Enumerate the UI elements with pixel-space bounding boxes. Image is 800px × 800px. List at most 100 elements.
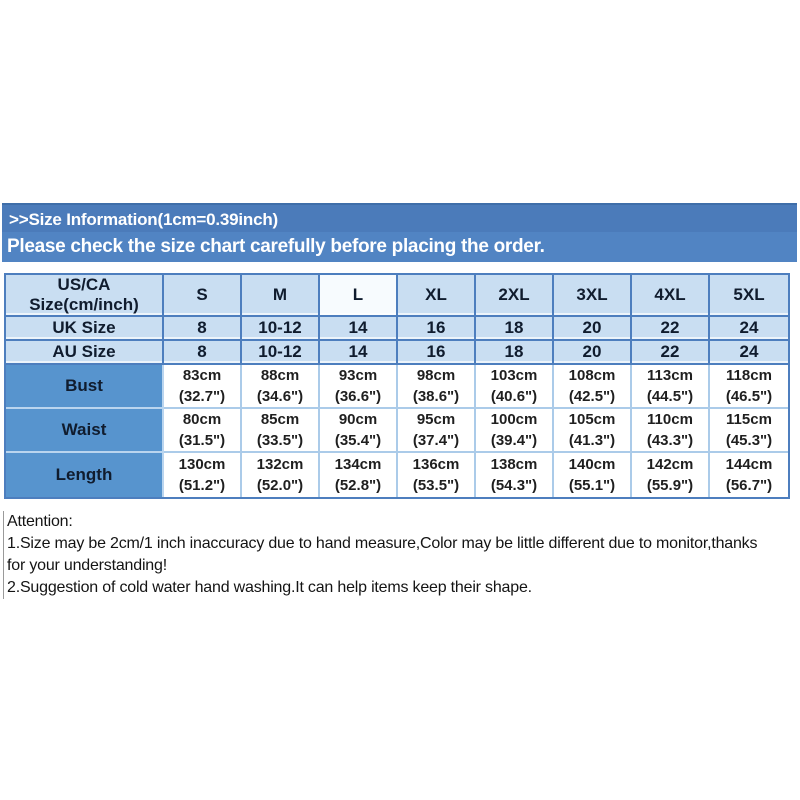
measurement-value-cell: 132cm (52.0")	[242, 453, 320, 497]
measurement-inch-value: (38.6")	[412, 388, 460, 405]
measurement-cm-value: 113cm	[647, 367, 693, 384]
measurement-inch-value: (52.8")	[334, 477, 382, 494]
measurement-inch-value: (44.5")	[646, 388, 694, 405]
measurement-value-cell: 110cm (43.3")	[632, 409, 710, 453]
measurement-cm-value: 110cm	[647, 411, 693, 428]
banner-subtitle: Please check the size chart carefully be…	[2, 232, 797, 262]
measurement-cm-value: 85cm	[260, 411, 300, 428]
size-header-cell-xl: XL	[398, 275, 476, 317]
measurement-value-cell: 130cm (51.2")	[164, 453, 242, 497]
attention-note-2: 2.Suggestion of cold water hand washing.…	[7, 579, 532, 596]
measurement-value-cell: 90cm (35.4")	[320, 409, 398, 453]
measurement-row-waist: Waist 80cm (31.5") 85cm (33.5") 90cm (35.4") 95…	[6, 409, 788, 453]
measurement-cm-value: 142cm	[646, 456, 694, 473]
banner-title: >>Size Information(1cm=0.39inch)	[2, 203, 797, 232]
measurement-value-cell: 136cm (53.5")	[398, 453, 476, 497]
attention-note-1-cont: for your understanding!	[7, 557, 167, 574]
measurement-inch-value: (46.5")	[725, 388, 773, 405]
measurement-value-cell: 134cm (52.8")	[320, 453, 398, 497]
size-value-cell: 16	[398, 341, 476, 365]
size-value-cell: 16	[398, 317, 476, 341]
size-header-cell-2xl: 2XL	[476, 275, 554, 317]
measurement-cm-value: 88cm	[260, 367, 300, 384]
measurement-label-cell: Bust	[6, 365, 164, 409]
measurement-cm-value: 136cm	[412, 456, 460, 473]
measurement-value-cell: 118cm (46.5")	[710, 365, 788, 409]
measurement-cm-value: 138cm	[490, 456, 538, 473]
measurement-value-cell: 108cm (42.5")	[554, 365, 632, 409]
measurement-value-cell: 100cm (39.4")	[476, 409, 554, 453]
measurement-value-cell: 93cm (36.6")	[320, 365, 398, 409]
size-value-cell: 24	[710, 341, 788, 365]
measurement-inch-value: (34.6")	[256, 388, 304, 405]
corner-header-line1: US/CA	[57, 275, 111, 294]
measurement-inch-value: (33.5")	[256, 432, 304, 449]
size-header-cell-4xl: 4XL	[632, 275, 710, 317]
size-table: US/CA Size(cm/inch) S M L XL 2XL 3XL 4XL 5XL UK Si…	[4, 273, 790, 499]
measurement-inch-value: (42.5")	[568, 388, 616, 405]
corner-header-cell: US/CA Size(cm/inch)	[6, 275, 164, 317]
measurement-inch-value: (43.3")	[646, 432, 694, 449]
measurement-cm-value: 90cm	[338, 411, 378, 428]
corner-header-line2: Size(cm/inch)	[29, 295, 139, 314]
size-value-cell: 22	[632, 341, 710, 365]
measurement-inch-value: (52.0")	[256, 477, 304, 494]
measurement-value-cell: 115cm (45.3")	[710, 409, 788, 453]
measurement-inch-value: (37.4")	[412, 432, 460, 449]
measurement-value-cell: 142cm (55.9")	[632, 453, 710, 497]
size-value-cell: 8	[164, 317, 242, 341]
measurement-value-cell: 95cm (37.4")	[398, 409, 476, 453]
measurement-cm-value: 108cm	[568, 367, 616, 384]
measurement-cm-value: 144cm	[725, 456, 773, 473]
measurement-value-cell: 88cm (34.6")	[242, 365, 320, 409]
measurement-cm-value: 140cm	[568, 456, 616, 473]
measurement-cm-value: 95cm	[416, 411, 456, 428]
size-header-cell-s: S	[164, 275, 242, 317]
measurement-label-cell: Length	[6, 453, 164, 497]
measurement-inch-value: (53.5")	[412, 477, 460, 494]
measurement-value-cell: 83cm (32.7")	[164, 365, 242, 409]
measurement-cm-value: 98cm	[416, 367, 456, 384]
size-value-cell: 10-12	[242, 341, 320, 365]
size-header-cell-m: M	[242, 275, 320, 317]
size-header-cell-l: L	[320, 275, 398, 317]
size-value-cell: 24	[710, 317, 788, 341]
size-value-cell: 18	[476, 317, 554, 341]
size-table-header-row: US/CA Size(cm/inch) S M L XL 2XL 3XL 4XL 5XL	[6, 275, 788, 317]
measurement-row-length: Length 130cm (51.2") 132cm (52.0") 134cm (52.8…	[6, 453, 788, 497]
measurement-inch-value: (36.6")	[334, 388, 382, 405]
measurement-inch-value: (56.7")	[725, 477, 773, 494]
size-value-cell: 20	[554, 341, 632, 365]
size-value-cell: 14	[320, 341, 398, 365]
attention-section: Attention: 1.Size may be 2cm/1 inch inac…	[3, 511, 799, 599]
measurement-row-bust: Bust 83cm (32.7") 88cm (34.6") 93cm (36.6") 98c…	[6, 365, 788, 409]
measurement-value-cell: 113cm (44.5")	[632, 365, 710, 409]
size-value-cell: 8	[164, 341, 242, 365]
measurement-inch-value: (31.5")	[178, 432, 226, 449]
measurement-cm-value: 130cm	[178, 456, 226, 473]
measurement-value-cell: 85cm (33.5")	[242, 409, 320, 453]
size-info-banner: >>Size Information(1cm=0.39inch) Please …	[2, 203, 797, 262]
au-row: AU Size 8 10-12 14 16 18 20 22 24	[6, 341, 788, 365]
measurement-inch-value: (55.1")	[568, 477, 616, 494]
measurement-cm-value: 80cm	[182, 411, 222, 428]
measurement-cm-value: 118cm	[726, 367, 772, 384]
measurement-cm-value: 103cm	[490, 367, 538, 384]
measurement-inch-value: (40.6")	[490, 388, 538, 405]
measurement-value-cell: 105cm (41.3")	[554, 409, 632, 453]
measurement-cm-value: 105cm	[568, 411, 616, 428]
measurement-inch-value: (55.9")	[646, 477, 694, 494]
measurement-value-cell: 98cm (38.6")	[398, 365, 476, 409]
measurement-value-cell: 80cm (31.5")	[164, 409, 242, 453]
measurement-value-cell: 138cm (54.3")	[476, 453, 554, 497]
size-header-cell-3xl: 3XL	[554, 275, 632, 317]
measurement-cm-value: 134cm	[334, 456, 382, 473]
measurement-inch-value: (39.4")	[490, 432, 538, 449]
attention-title: Attention:	[7, 513, 73, 530]
measurement-cm-value: 115cm	[726, 411, 772, 428]
measurement-inch-value: (54.3")	[490, 477, 538, 494]
measurement-value-cell: 140cm (55.1")	[554, 453, 632, 497]
uk-row: UK Size 8 10-12 14 16 18 20 22 24	[6, 317, 788, 341]
measurement-value-cell: 144cm (56.7")	[710, 453, 788, 497]
measurement-cm-value: 100cm	[490, 411, 538, 428]
